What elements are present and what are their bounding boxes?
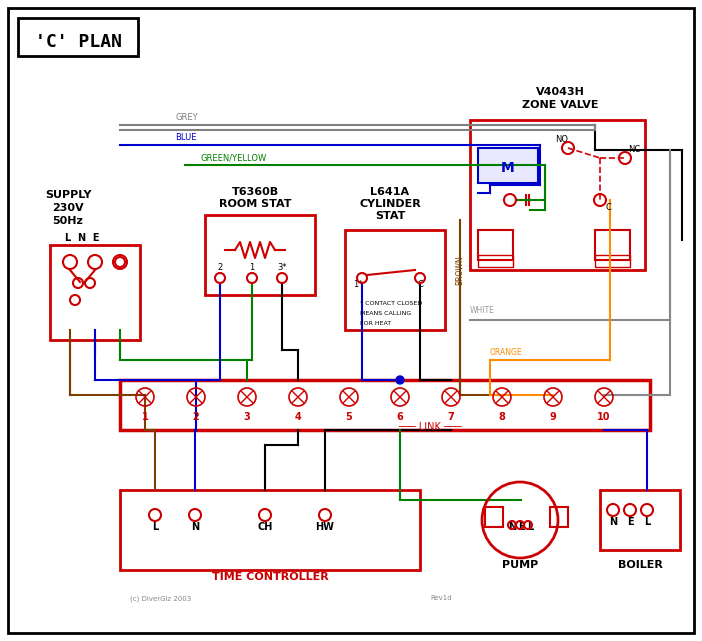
Text: MEANS CALLING: MEANS CALLING xyxy=(360,311,411,316)
Text: ORANGE: ORANGE xyxy=(490,347,522,356)
Text: ─── LINK ───: ─── LINK ─── xyxy=(398,422,462,432)
Text: SUPPLY: SUPPLY xyxy=(45,190,91,200)
Text: 1: 1 xyxy=(249,263,255,272)
Text: GREEN/YELLOW: GREEN/YELLOW xyxy=(200,153,266,162)
Text: GREY: GREY xyxy=(175,113,198,122)
Text: 1*: 1* xyxy=(353,280,363,289)
Text: L: L xyxy=(644,517,650,527)
Text: N: N xyxy=(191,522,199,532)
Text: STAT: STAT xyxy=(375,211,405,221)
Text: N: N xyxy=(609,517,617,527)
Text: 2: 2 xyxy=(218,263,223,272)
Text: E: E xyxy=(627,517,633,527)
Text: 4: 4 xyxy=(295,412,301,422)
Text: CH: CH xyxy=(258,522,272,532)
Text: L  N  E: L N E xyxy=(65,233,99,243)
Text: HW: HW xyxy=(316,522,334,532)
Text: 230V: 230V xyxy=(52,203,84,213)
Text: T6360B: T6360B xyxy=(232,187,279,197)
Circle shape xyxy=(396,376,404,384)
Text: BLUE: BLUE xyxy=(175,133,197,142)
Text: L641A: L641A xyxy=(371,187,409,197)
Text: M: M xyxy=(501,161,515,175)
Text: NC: NC xyxy=(628,145,640,154)
Text: WHITE: WHITE xyxy=(470,306,495,315)
Text: PUMP: PUMP xyxy=(502,560,538,570)
Text: V4043H: V4043H xyxy=(536,87,585,97)
Text: N: N xyxy=(508,522,516,532)
Text: 6: 6 xyxy=(397,412,404,422)
Text: 7: 7 xyxy=(448,412,454,422)
Text: L: L xyxy=(527,522,533,532)
Text: 10: 10 xyxy=(597,412,611,422)
Text: NO: NO xyxy=(555,135,568,144)
Text: 5: 5 xyxy=(345,412,352,422)
Text: ZONE VALVE: ZONE VALVE xyxy=(522,100,598,110)
Text: FOR HEAT: FOR HEAT xyxy=(360,321,391,326)
Text: 1: 1 xyxy=(142,412,148,422)
Text: 2: 2 xyxy=(192,412,199,422)
Text: 3*: 3* xyxy=(277,263,287,272)
Text: C: C xyxy=(605,203,611,212)
Text: ROOM STAT: ROOM STAT xyxy=(219,199,291,209)
Text: * CONTACT CLOSED: * CONTACT CLOSED xyxy=(360,301,422,306)
Text: (c) DiverGiz 2003: (c) DiverGiz 2003 xyxy=(130,595,191,601)
Text: TIME CONTROLLER: TIME CONTROLLER xyxy=(211,572,329,582)
Text: 'C' PLAN: 'C' PLAN xyxy=(34,33,121,51)
Text: BROWN: BROWN xyxy=(455,255,464,285)
Text: 9: 9 xyxy=(550,412,557,422)
Text: Rev1d: Rev1d xyxy=(430,595,451,601)
Text: BOILER: BOILER xyxy=(618,560,663,570)
Text: L: L xyxy=(152,522,158,532)
FancyBboxPatch shape xyxy=(478,148,538,183)
Text: E: E xyxy=(517,522,524,532)
Text: 50Hz: 50Hz xyxy=(53,216,84,226)
Text: 8: 8 xyxy=(498,412,505,422)
Text: CYLINDER: CYLINDER xyxy=(359,199,421,209)
Text: 3: 3 xyxy=(244,412,251,422)
Text: C: C xyxy=(417,280,423,289)
